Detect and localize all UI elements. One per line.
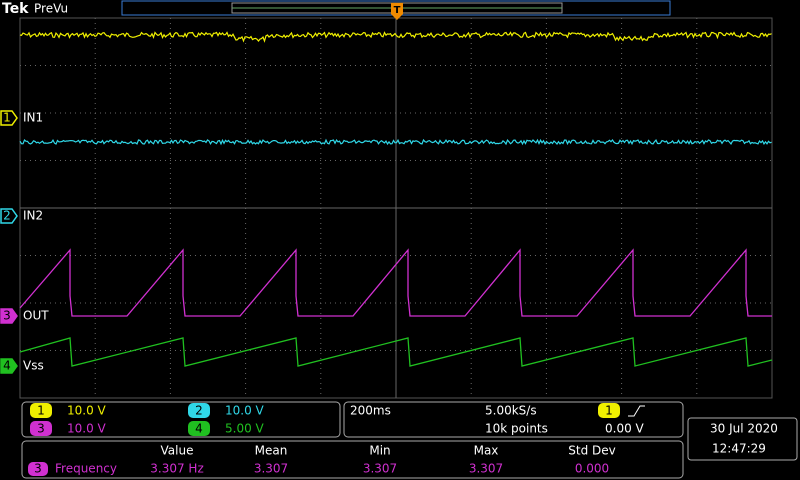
brand: Tek <box>2 1 29 17</box>
trigger-level: 0.00 V <box>605 422 645 436</box>
vertical-channel: 4 <box>195 422 203 436</box>
measurement-header: Std Dev <box>568 444 615 458</box>
waveform-1 <box>19 31 772 43</box>
channel-label: OUT <box>23 309 49 323</box>
channel-label: Vss <box>23 359 44 373</box>
measurement-value: 3.307 <box>469 462 503 476</box>
vertical-scale: 10.0 V <box>67 404 107 418</box>
vertical-scale: 5.00 V <box>225 422 265 436</box>
trigger-marker <box>391 3 403 20</box>
sample-rate: 5.00kS/s <box>485 404 537 418</box>
vertical-badge <box>188 403 210 418</box>
channel-number: 1 <box>3 111 11 125</box>
measurement-header: Max <box>474 444 499 458</box>
measurement-panel <box>21 440 684 479</box>
measurement-header: Mean <box>255 444 288 458</box>
trigger-source: 1 <box>605 404 613 418</box>
trigger-marker-label: T <box>394 5 401 16</box>
waveform-3 <box>19 248 772 317</box>
measurement-header: Value <box>161 444 194 458</box>
measurements: Value Mean Min Max Std Dev 3 Frequency 3.307 Hz… <box>28 444 616 476</box>
date: 30 Jul 2020 <box>710 422 778 436</box>
measurement-name: Frequency <box>55 462 117 476</box>
time-scale: 200ms <box>350 404 391 418</box>
measurement-value: 0.000 <box>575 462 609 476</box>
trigger-source-badge <box>598 403 620 418</box>
time: 12:47:29 <box>712 442 766 456</box>
waveform-4 <box>19 337 773 367</box>
channel-number: 3 <box>3 309 11 323</box>
horizontal-panel <box>343 401 684 438</box>
measurement-badge <box>28 462 48 476</box>
channel-number: 2 <box>3 209 11 223</box>
waveforms <box>19 31 773 367</box>
datetime-panel <box>687 417 798 461</box>
channel-badge <box>0 358 18 374</box>
channel-badge <box>0 110 18 126</box>
channel-number: 4 <box>3 359 11 373</box>
measurement-header: Min <box>369 444 390 458</box>
vertical-channel: 2 <box>195 404 203 418</box>
vertical-settings: 1 10.0 V 2 10.0 V 3 10.0 V 4 5.00 V <box>30 403 265 436</box>
trigger-slope <box>628 405 645 417</box>
vertical-badge <box>188 421 210 436</box>
vertical-channel: 3 <box>37 422 45 436</box>
channel-badge <box>0 208 18 224</box>
channel-label: IN2 <box>23 209 43 223</box>
channel-label: IN1 <box>23 111 43 125</box>
vertical-channel: 1 <box>37 404 45 418</box>
measurement-value: 3.307 <box>363 462 397 476</box>
vertical-panel <box>21 401 341 438</box>
vertical-scale: 10.0 V <box>225 404 265 418</box>
vertical-scale: 10.0 V <box>67 422 107 436</box>
record-length: 10k points <box>485 422 548 436</box>
measurement-value: 3.307 Hz <box>150 462 204 476</box>
measurement-value: 3.307 <box>254 462 288 476</box>
vertical-badge <box>30 403 52 418</box>
measurement-source: 3 <box>34 462 42 476</box>
waveform-2 <box>19 138 772 146</box>
channel-badge <box>0 308 18 324</box>
channel-markers: 1 IN1 2 IN2 3 OUT 4 Vss <box>0 110 49 374</box>
vertical-badge <box>30 421 52 436</box>
mode: PreVu <box>34 2 68 16</box>
